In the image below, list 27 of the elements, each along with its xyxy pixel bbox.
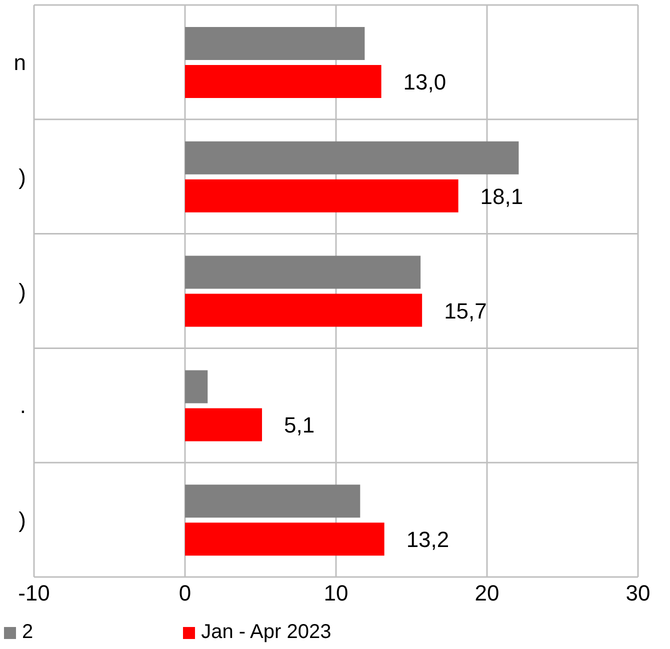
- y-tick-label: n: [14, 50, 26, 76]
- legend-label: 2: [22, 621, 34, 644]
- bar: [185, 27, 365, 60]
- bar: [185, 141, 519, 174]
- data-label: 15,7: [444, 298, 487, 324]
- y-tick-label: ): [18, 164, 26, 190]
- bar: [185, 256, 421, 289]
- data-label: 13,0: [403, 70, 446, 94]
- x-tick-label: 30: [626, 580, 650, 606]
- x-tick-label: -10: [18, 580, 50, 606]
- data-label: 13,2: [406, 527, 450, 552]
- bar: [185, 294, 422, 327]
- x-tick-label: 20: [474, 580, 500, 606]
- x-tick-label: 10: [324, 580, 348, 606]
- bar: [185, 65, 382, 98]
- y-tick-label: .: [20, 393, 26, 418]
- y-tick-label: ): [18, 278, 26, 304]
- x-tick-label: 0: [178, 580, 192, 606]
- bar: [185, 370, 208, 404]
- bar: [185, 484, 360, 518]
- data-label: 18,1: [480, 184, 524, 209]
- legend-label: Jan - Apr 2023: [201, 621, 332, 644]
- y-tick-label: ): [18, 508, 26, 533]
- data-label: 5,1: [284, 412, 315, 438]
- bar: [185, 408, 262, 442]
- bar: [185, 522, 384, 556]
- bar: [185, 179, 458, 212]
